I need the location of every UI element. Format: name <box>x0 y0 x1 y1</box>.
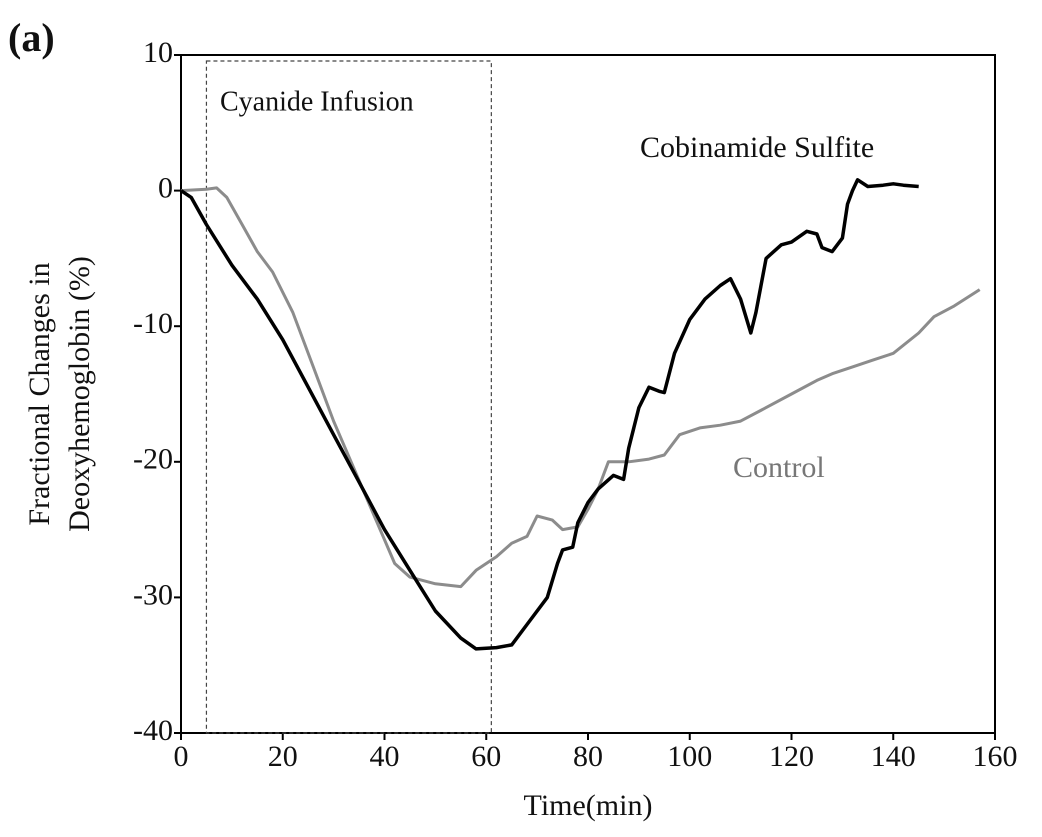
region-label: Cyanide Infusion <box>220 86 414 117</box>
y-axis-label: Fractional Changes in <box>23 262 56 525</box>
x-tick-label: 60 <box>471 740 501 773</box>
infusion-region <box>205 60 492 734</box>
x-tick-label: 80 <box>573 740 603 773</box>
y-axis-label: Deoxyhemoglobin (%) <box>63 256 96 532</box>
x-tick-label: 120 <box>769 740 814 773</box>
y-tick-label: -20 <box>133 443 173 476</box>
x-tick-label: 20 <box>268 740 298 773</box>
y-tick-label: 10 <box>143 36 173 69</box>
y-tick-label: 0 <box>158 171 173 204</box>
x-tick-label: 40 <box>370 740 400 773</box>
series-line <box>180 178 919 651</box>
x-tick-label: 160 <box>973 740 1018 773</box>
series-line <box>180 186 981 589</box>
x-axis-label: Time(min) <box>524 789 653 822</box>
x-tick-label: 140 <box>871 740 916 773</box>
series-label: Control <box>733 451 825 484</box>
y-tick-label: -40 <box>133 714 173 747</box>
x-tick-label: 100 <box>667 740 712 773</box>
x-tick-label: 0 <box>174 740 189 773</box>
y-tick-label: -10 <box>133 307 173 340</box>
y-tick-label: -30 <box>133 578 173 611</box>
series-label: Cobinamide Sulfite <box>640 131 874 164</box>
panel-label: (a) <box>8 15 55 60</box>
